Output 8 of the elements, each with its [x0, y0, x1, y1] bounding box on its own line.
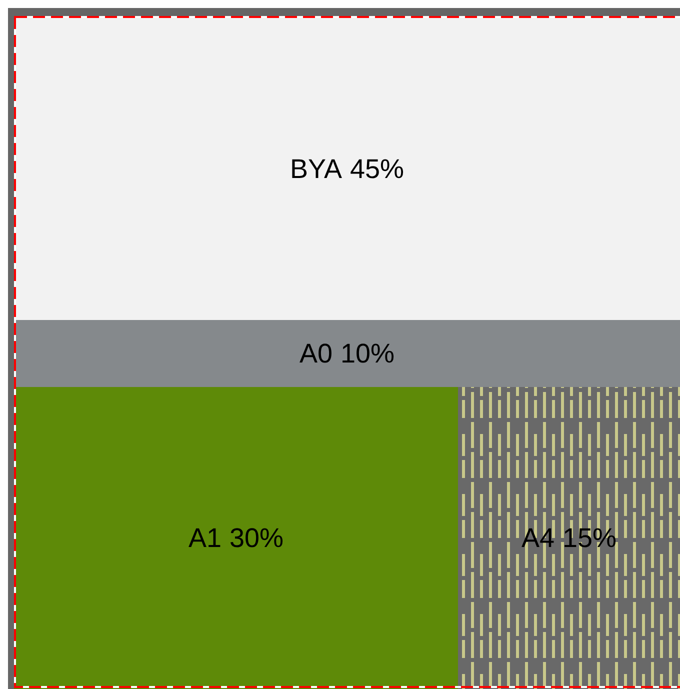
- data-label: 15%: [562, 523, 617, 554]
- data-label: 45%: [350, 154, 404, 184]
- data-label: 30%: [229, 523, 284, 554]
- category-label: A1: [188, 523, 222, 554]
- category-label: A4: [521, 523, 554, 554]
- category-label: A0: [299, 338, 332, 368]
- data-label: 10%: [340, 338, 395, 368]
- category-label: BYA: [290, 154, 342, 184]
